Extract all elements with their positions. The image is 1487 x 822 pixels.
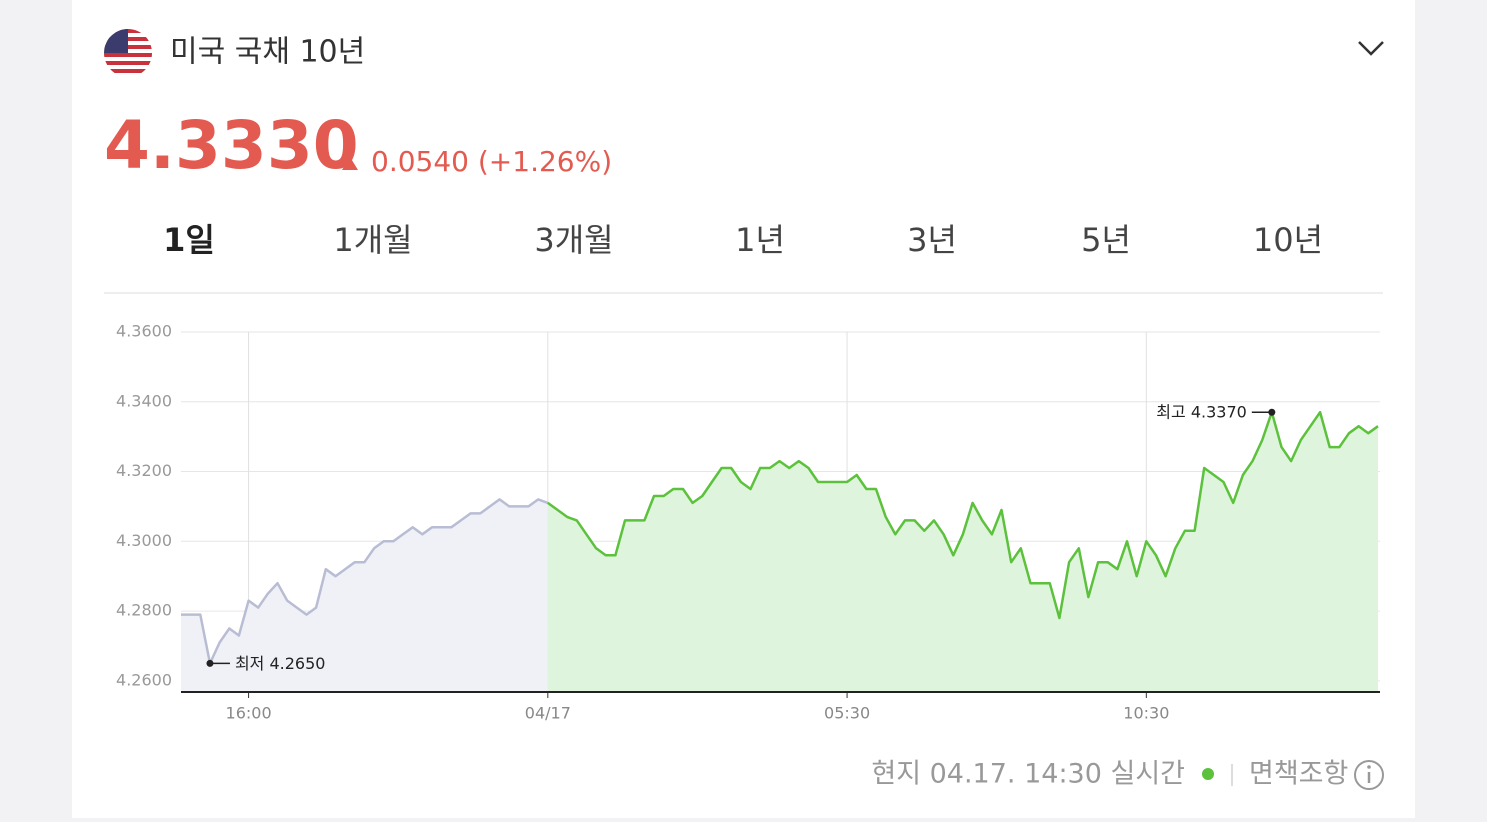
tab[interactable]: 3년	[907, 221, 957, 259]
tab[interactable]: 3개월	[534, 221, 613, 259]
y-tick-label: 4.2800	[116, 601, 172, 620]
disclaimer[interactable]: 면책조항	[1249, 759, 1348, 790]
tab[interactable]: 1개월	[333, 221, 412, 259]
y-tick-label: 4.2600	[116, 670, 172, 689]
us-flag	[104, 29, 152, 77]
y-tick-label: 4.3000	[116, 531, 172, 550]
price: 4.3330	[104, 107, 359, 184]
info-icon[interactable]	[1354, 760, 1384, 790]
change: 0.0540 (+1.26%)	[371, 145, 612, 178]
y-tick-label: 4.3200	[116, 461, 172, 480]
x-tick-label: 16:00	[226, 704, 272, 723]
annotation-label: 최저 4.2650	[235, 654, 326, 673]
area	[181, 499, 548, 692]
area	[547, 412, 1378, 692]
x-tick-label: 05:30	[824, 704, 870, 723]
chevron[interactable]	[1358, 41, 1384, 56]
y-tick-label: 4.3400	[116, 391, 172, 410]
line	[181, 498, 549, 665]
timestamp: 현지 04.17. 14:30 실시간	[871, 759, 1185, 790]
annotation-label: 최고 4.3370	[1156, 403, 1247, 422]
live-dot	[1202, 768, 1214, 780]
annotation-dot	[1268, 408, 1276, 416]
tab[interactable]: 10년	[1253, 221, 1323, 259]
x-tick-label: 04/17	[525, 704, 571, 723]
tab[interactable]: 5년	[1081, 221, 1131, 259]
tab[interactable]: 1일	[163, 221, 215, 259]
up-arrow	[342, 157, 358, 170]
annotation-dot	[206, 659, 214, 667]
y-tick-label: 4.3600	[116, 322, 172, 341]
tab[interactable]: 1년	[735, 221, 785, 259]
line	[547, 410, 1379, 620]
title: 미국 국채 10년	[170, 35, 365, 70]
x-tick-label: 10:30	[1123, 704, 1169, 723]
